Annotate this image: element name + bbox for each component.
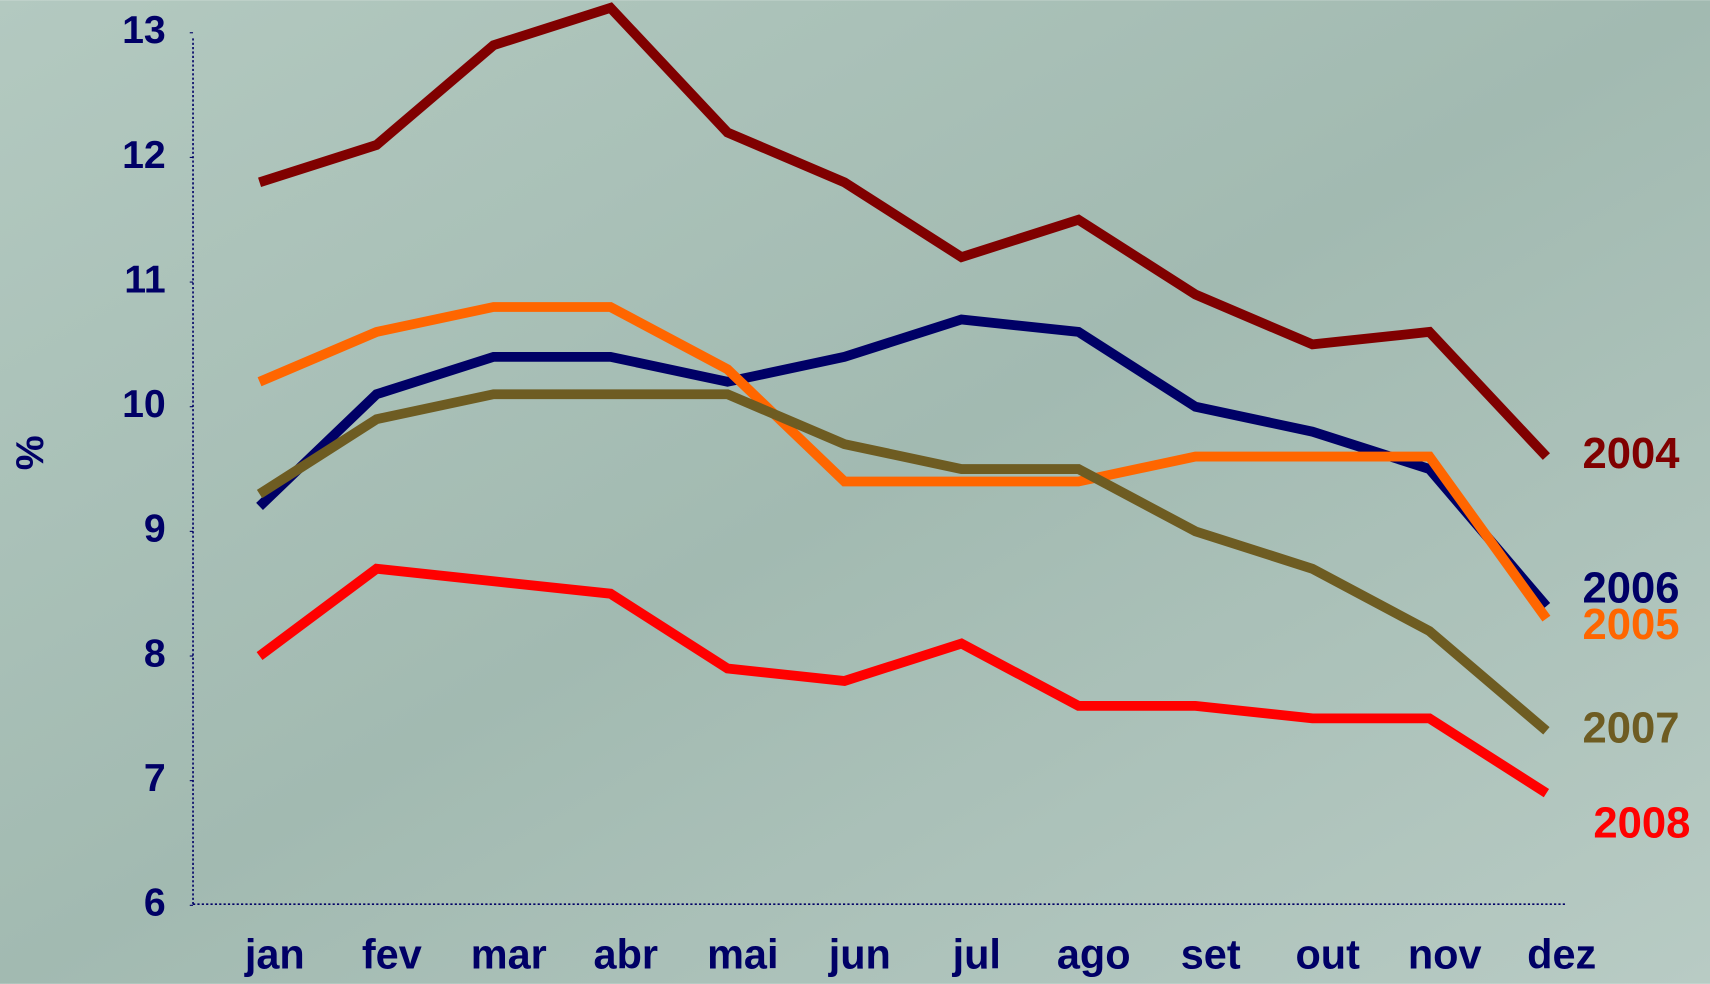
y-tick-label: 10 bbox=[122, 382, 166, 426]
y-tick-label: 7 bbox=[144, 756, 166, 800]
x-tick-label: jun bbox=[828, 931, 891, 978]
x-tick-label: set bbox=[1181, 931, 1241, 978]
x-tick-label: dez bbox=[1527, 931, 1596, 978]
x-tick-label: out bbox=[1295, 931, 1360, 978]
x-tick-label: abr bbox=[594, 931, 658, 978]
y-tick-label: 6 bbox=[144, 881, 166, 925]
chart: % 6 7 8 9 10 11 12 13 jan fev marabr mai jun jul ago se… bbox=[0, 0, 1710, 984]
x-tick-label: mai bbox=[707, 931, 778, 978]
y-tick-label: 13 bbox=[122, 8, 166, 52]
x-tick-label: fev bbox=[362, 931, 422, 978]
legend-label: 2004 bbox=[1582, 430, 1680, 478]
legend-label: 2005 bbox=[1582, 601, 1679, 649]
y-tick-label: 9 bbox=[144, 507, 166, 551]
x-tick-label: jul bbox=[952, 931, 1001, 978]
x-tick-label: mar bbox=[471, 931, 547, 978]
legend-label: 2007 bbox=[1582, 704, 1679, 752]
x-tick-label: nov bbox=[1408, 931, 1482, 978]
y-tick-label: 12 bbox=[122, 133, 166, 177]
y-axis-label: % bbox=[8, 435, 52, 470]
legend-label: 2008 bbox=[1593, 799, 1690, 847]
x-tick-label: ago bbox=[1057, 931, 1131, 978]
y-tick-label: 11 bbox=[124, 257, 166, 301]
x-tick-label: jan bbox=[244, 931, 305, 978]
y-tick-label: 8 bbox=[144, 631, 166, 675]
